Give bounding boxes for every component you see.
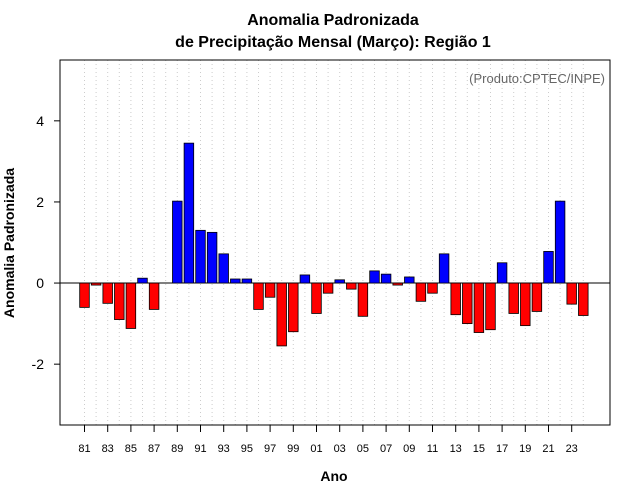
- bar-2007: [380, 273, 392, 284]
- bar-1991: [195, 229, 206, 284]
- bar-1983: [102, 282, 113, 304]
- bar-1998: [276, 282, 287, 347]
- x-tick-label: 83: [102, 443, 114, 455]
- bar-1999: [288, 282, 299, 333]
- bar-2009: [404, 276, 415, 284]
- x-tick-label: 09: [403, 443, 415, 455]
- bar-2013: [450, 282, 461, 316]
- bar-2023: [566, 282, 577, 305]
- bar-2005: [357, 282, 369, 317]
- bar-2000: [299, 274, 311, 284]
- bar-2011: [427, 282, 438, 294]
- bar-2024: [578, 282, 589, 316]
- bars: [79, 142, 589, 347]
- plot-frame: [59, 59, 611, 426]
- x-tick-label: 15: [473, 443, 485, 455]
- bar-1986: [137, 277, 148, 284]
- bar-2003: [334, 279, 345, 284]
- y-axis: -2 0 2 4: [32, 113, 60, 372]
- bar-1997: [264, 282, 276, 298]
- x-tick-label: 17: [496, 443, 508, 455]
- bar-1981: [79, 282, 90, 308]
- y-tick-label: 0: [36, 275, 44, 291]
- bar-1984: [114, 282, 125, 320]
- bar-1987: [148, 282, 160, 310]
- x-tick-label: 95: [241, 443, 253, 455]
- bar-2002: [322, 282, 334, 294]
- chart-title-line2: de Precipitação Mensal (Março): Região 1: [175, 34, 491, 51]
- bar-2015: [473, 282, 485, 333]
- bar-1990: [183, 142, 195, 284]
- bar-2019: [520, 282, 531, 327]
- bar-2004: [346, 282, 357, 290]
- x-tick-label: 87: [148, 443, 160, 455]
- bar-2006: [369, 270, 380, 284]
- x-tick-label: 19: [519, 443, 531, 455]
- bar-1989: [172, 200, 183, 284]
- x-tick-label: 81: [78, 443, 90, 455]
- y-tick-label: 4: [36, 113, 44, 129]
- bar-2020: [531, 282, 543, 312]
- x-tick-label: 23: [566, 443, 578, 455]
- x-tick-label: 99: [287, 443, 299, 455]
- bar-2014: [462, 282, 473, 325]
- x-tick-label: 07: [380, 443, 392, 455]
- x-tick-label: 91: [194, 443, 206, 455]
- bar-2021: [543, 251, 554, 284]
- bar-2012: [438, 253, 450, 284]
- x-tick-label: 97: [264, 443, 276, 455]
- x-tick-label: 93: [218, 443, 230, 455]
- grid-lines: [84, 60, 584, 425]
- x-axis-label: Ano: [320, 468, 347, 484]
- bar-1992: [206, 231, 218, 284]
- product-annotation: (Produto:CPTEC/INPE): [469, 71, 605, 86]
- bar-2017: [496, 262, 508, 284]
- x-tick-label: 85: [125, 443, 137, 455]
- bar-1985: [125, 282, 137, 329]
- bar-1993: [218, 253, 229, 284]
- y-tick-label: -2: [32, 356, 45, 372]
- x-tick-label: 13: [450, 443, 462, 455]
- bar-2016: [485, 282, 496, 331]
- bar-2008: [392, 282, 403, 286]
- chart-title-line1: Anomalia Padronizada: [247, 12, 419, 29]
- x-tick-label: 05: [357, 443, 369, 455]
- bar-1996: [253, 282, 264, 310]
- x-tick-label: 11: [427, 443, 438, 455]
- x-axis: 81 83 85 87 89 91 93 95 97 99 01 03 05 07 09 11 13 15 17 19…: [78, 425, 578, 455]
- bar-2018: [508, 282, 519, 314]
- x-tick-label: 01: [310, 443, 322, 455]
- bar-1995: [241, 278, 253, 284]
- bar-2022: [554, 200, 566, 284]
- bar-2010: [415, 282, 427, 302]
- y-axis-label: Anomalia Padronizada: [1, 168, 17, 318]
- y-tick-label: 2: [36, 194, 44, 210]
- x-tick-label: 89: [171, 443, 183, 455]
- x-tick-label: 21: [542, 443, 554, 455]
- bar-2001: [311, 282, 322, 314]
- bar-1982: [90, 282, 102, 286]
- bar-1994: [230, 278, 241, 284]
- x-tick-label: 03: [334, 443, 346, 455]
